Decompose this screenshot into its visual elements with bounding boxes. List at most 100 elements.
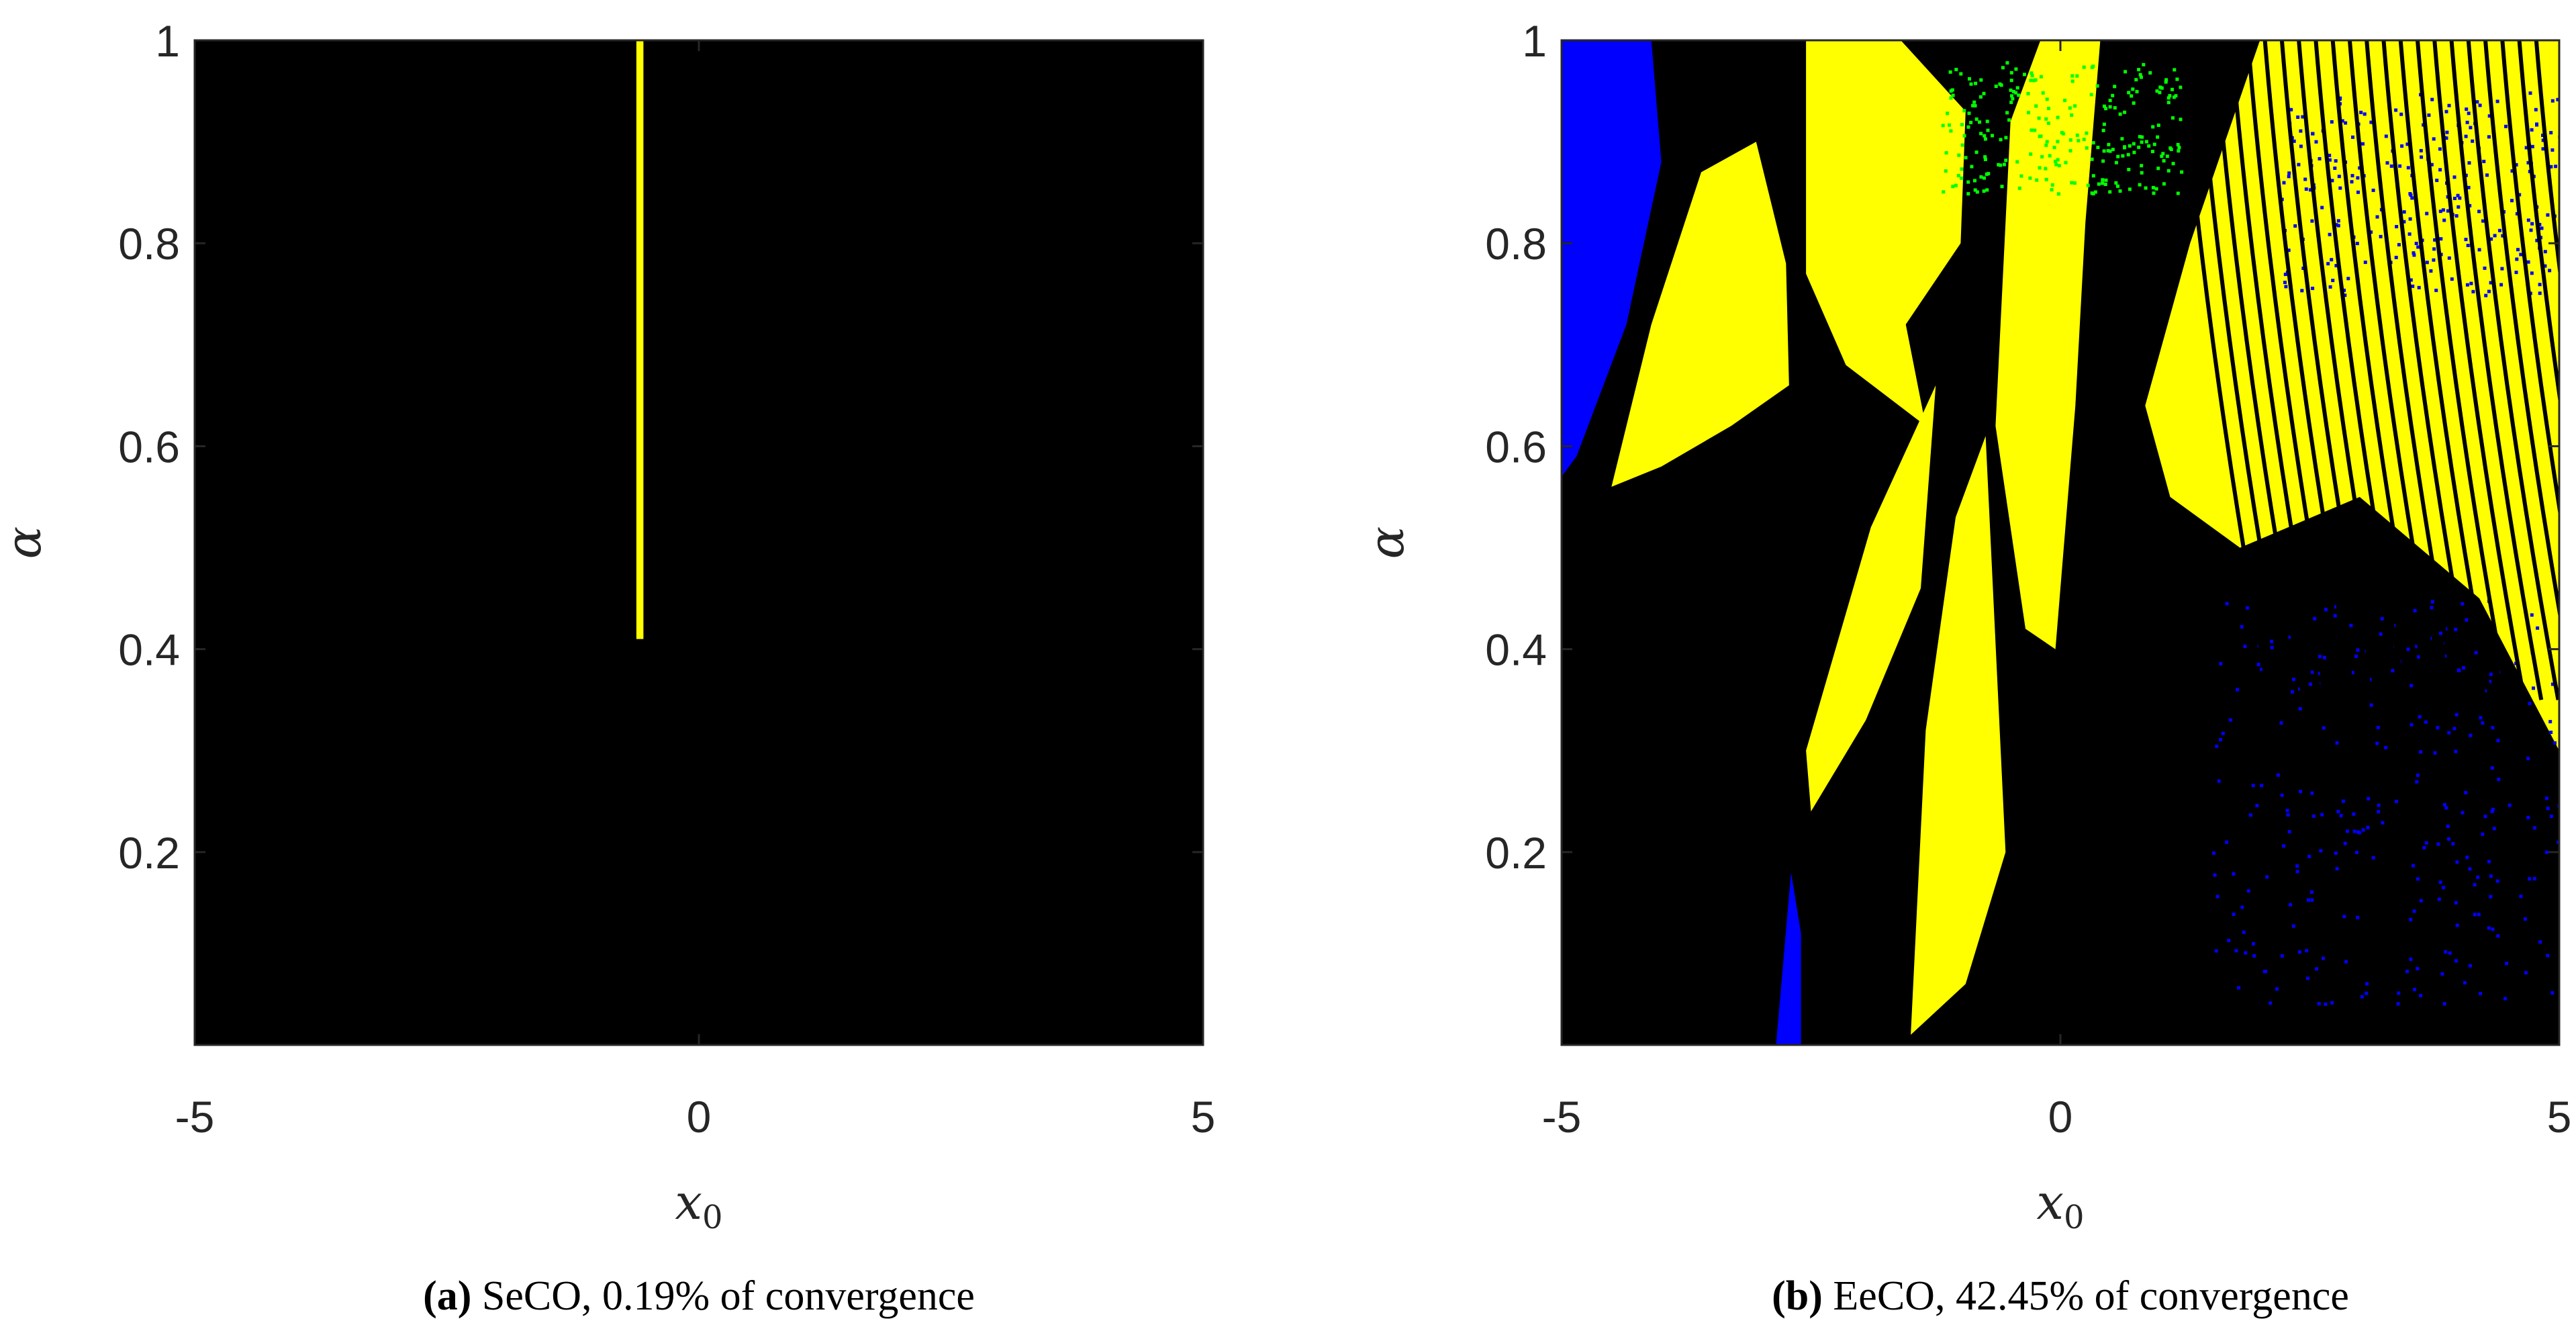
- panel-b-region-10-dot: [2101, 159, 2105, 163]
- panel-b-region-9-dot: [2369, 120, 2373, 124]
- panel-b-streak: [2500, 40, 2559, 520]
- panel-b-region-9-dot: [2337, 175, 2341, 179]
- panel-b-region-9-dot: [2519, 253, 2523, 257]
- panel-b-region-9-dot: [2444, 136, 2448, 140]
- panel-b-region-10-dot: [1954, 68, 1958, 71]
- panel-b-region-8-dot: [2497, 778, 2501, 781]
- panel-b-region-8-dot: [2228, 718, 2232, 722]
- panel-b-region-9-dot: [2338, 186, 2342, 190]
- panel-b-region-8-dot: [2491, 927, 2495, 931]
- panel-b-region-9-dot: [2410, 196, 2414, 200]
- panel-b-region-8-dot: [2524, 971, 2528, 975]
- panel-b-region-10-dot: [2014, 67, 2018, 71]
- panel-b-region-8-dot: [2413, 988, 2416, 991]
- panel-b-region-8-dot: [2465, 856, 2469, 860]
- panel-b-region-8-dot: [2442, 802, 2446, 807]
- panel-b-region-8-dot: [2549, 815, 2553, 818]
- panel-b-region-10-dot: [1985, 172, 1989, 176]
- panel-b-region-9-dot: [2336, 219, 2340, 223]
- panel-b-region-9-dot: [2328, 153, 2332, 157]
- panel-b-region-9-dot: [2529, 228, 2533, 232]
- panel-b-region-10-dot: [2090, 65, 2094, 69]
- panel-b-region-9-dot: [2363, 261, 2367, 265]
- panel-b-region-8-dot: [2454, 627, 2458, 631]
- panel-b-xlabel: x0: [2036, 1174, 2084, 1236]
- panel-b-region-10-dot: [2014, 91, 2018, 95]
- panel-b-region-10-dot: [1960, 176, 1964, 180]
- panel-b-region-10-dot: [2123, 145, 2127, 149]
- panel-b-region-9-dot: [2406, 166, 2410, 170]
- panel-b-region-9-dot: [2465, 283, 2469, 287]
- panel-b-region-9-dot: [2456, 193, 2460, 197]
- panel-b-region-10-dot: [2118, 112, 2122, 116]
- panel-b-region-9-dot: [2310, 219, 2314, 223]
- panel-b-region-10-dot: [2166, 96, 2170, 100]
- panel-b-region-10-dot: [1960, 143, 1964, 147]
- panel-b-region-9-dot: [2351, 135, 2354, 139]
- panel-b-region-10-dot: [2097, 182, 2101, 186]
- panel-b-region-8-dot: [2310, 670, 2314, 674]
- panel-b-region-10-dot: [1942, 190, 1946, 194]
- panel-b-region-10-dot: [2140, 135, 2144, 139]
- panel-b-region-8-dot: [2240, 905, 2244, 909]
- panel-b-region-8-dot: [2474, 651, 2478, 655]
- panel-b-region-10-dot: [2162, 182, 2166, 186]
- panel-a-ytick-label: 0.8: [118, 219, 180, 269]
- panel-b-streak: [2416, 40, 2510, 700]
- panel-b-region-10-dot: [2123, 110, 2127, 114]
- panel-b-region-8-dot: [2335, 867, 2339, 871]
- panel-b-region-8-dot: [2349, 624, 2353, 627]
- panel-b-region-9-dot: [2452, 175, 2456, 179]
- panel-b-region-10-dot: [1979, 78, 1983, 82]
- panel-b-region-10-dot: [1997, 163, 2001, 167]
- panel-b-region-10-dot: [1951, 185, 1955, 189]
- panel-b-region-8-dot: [2313, 616, 2317, 621]
- panel-b-region-10-dot: [1983, 176, 1986, 180]
- panel-b-region-8-dot: [2350, 671, 2354, 675]
- panel-b-region-8-dot: [2377, 810, 2381, 814]
- panel-b-region-8-dot: [2528, 702, 2532, 706]
- panel-b-region-8-dot: [2454, 901, 2458, 905]
- panel-b-region-10-dot: [1957, 153, 1961, 157]
- panel-b-region-8-dot: [2419, 750, 2423, 754]
- panel-b-region-10-dot: [1999, 163, 2003, 167]
- panel-b-region-8-dot: [2270, 645, 2274, 649]
- panel-b-region-9-dot: [2346, 277, 2350, 281]
- panel-b-region-8-dot: [2490, 766, 2494, 770]
- panel-b-region-8-dot: [2285, 809, 2289, 813]
- panel-b-region-9-dot: [2467, 111, 2471, 116]
- panel-b-region-8-dot: [2454, 959, 2459, 963]
- panel-b-region-9-dot: [2464, 238, 2468, 242]
- panel-b-region-8-dot: [2275, 987, 2279, 991]
- panel-b-region-10-dot: [1962, 109, 1966, 113]
- panel-a-frame: [193, 39, 1204, 1046]
- panel-b-region-8-dot: [2289, 903, 2292, 907]
- panel-b-region-9-dot: [2510, 199, 2514, 203]
- panel-b-region-10-dot: [1967, 111, 1971, 116]
- panel-b-region-10-dot: [2126, 152, 2130, 156]
- panel-b-region-10-dot: [2041, 91, 2045, 95]
- panel-b-region-9-dot: [2510, 169, 2514, 173]
- panel-b-region-8-dot: [2324, 1002, 2328, 1006]
- panel-b-region-8-dot: [2544, 850, 2548, 854]
- panel-b-region-10-dot: [2038, 166, 2042, 170]
- panel-b-region-10-dot: [2170, 87, 2174, 91]
- panel-b-region-10-dot: [2068, 106, 2072, 110]
- panel-b-region-10-dot: [2106, 149, 2110, 152]
- panel-b-region-10-dot: [2029, 79, 2033, 83]
- panel-b-region-10-dot: [2164, 78, 2168, 82]
- panel-b-region-8-dot: [2316, 672, 2320, 676]
- panel-b-region-10-dot: [2056, 116, 2060, 120]
- panel-b-region-10-dot: [1991, 134, 1994, 138]
- panel-b-region-10-dot: [2138, 183, 2142, 187]
- panel-b-streak: [2211, 40, 2306, 700]
- panel-b-region-8-dot: [2416, 877, 2420, 881]
- panel-b-region-8-dot: [2280, 954, 2284, 958]
- panel-b-region-10-dot: [2158, 91, 2162, 95]
- panel-b-region-9-dot: [2432, 137, 2436, 141]
- panel-b-region-8-dot: [2430, 600, 2434, 604]
- panel-b-region-10-dot: [2154, 187, 2158, 191]
- panel-b-region-9-dot: [2458, 196, 2462, 200]
- panel-b-region-9-dot: [2538, 283, 2542, 287]
- panel-b-region-8-dot: [2256, 663, 2260, 667]
